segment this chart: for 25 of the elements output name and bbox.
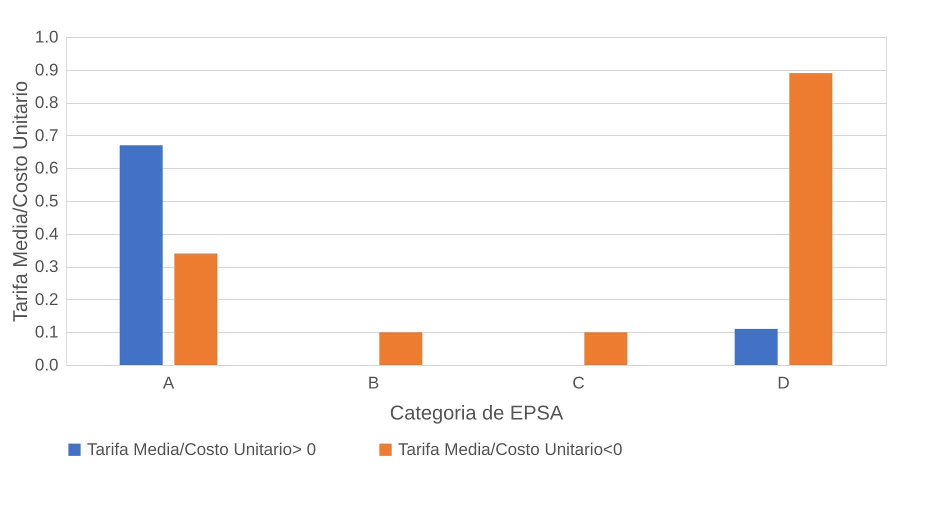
- y-tick-label: 0.6: [34, 158, 58, 178]
- bar: [734, 328, 778, 365]
- legend-label: Tarifa Media/Costo Unitario<0: [398, 440, 622, 459]
- legend-label: Tarifa Media/Costo Unitario> 0: [87, 440, 316, 459]
- x-tick-label: B: [368, 374, 380, 392]
- y-axis-title: Tarifa Media/Costo Unitario: [10, 80, 32, 322]
- bar: [584, 332, 628, 365]
- x-tick-label: A: [162, 374, 175, 392]
- y-tick-label: 1.0: [34, 28, 58, 46]
- x-tick-label: C: [572, 374, 585, 392]
- x-tick-label: D: [777, 374, 790, 392]
- y-tick-label: 0.4: [34, 224, 58, 244]
- y-tick-label: 0.5: [34, 192, 58, 210]
- y-tick-label: 0.1: [34, 322, 58, 342]
- y-tick-label: 0.9: [34, 60, 58, 80]
- y-tick-label: 0.2: [34, 290, 58, 309]
- bar: [379, 332, 422, 365]
- y-tick-label: 0.8: [34, 93, 58, 112]
- y-tick-label: 0.7: [34, 126, 58, 145]
- bar: [120, 145, 163, 365]
- bar: [789, 73, 832, 365]
- x-axis-title: Categoria de EPSA: [390, 402, 564, 424]
- y-tick-label: 0.0: [34, 356, 58, 374]
- y-tick-label: 0.3: [34, 257, 58, 276]
- bar: [174, 253, 218, 365]
